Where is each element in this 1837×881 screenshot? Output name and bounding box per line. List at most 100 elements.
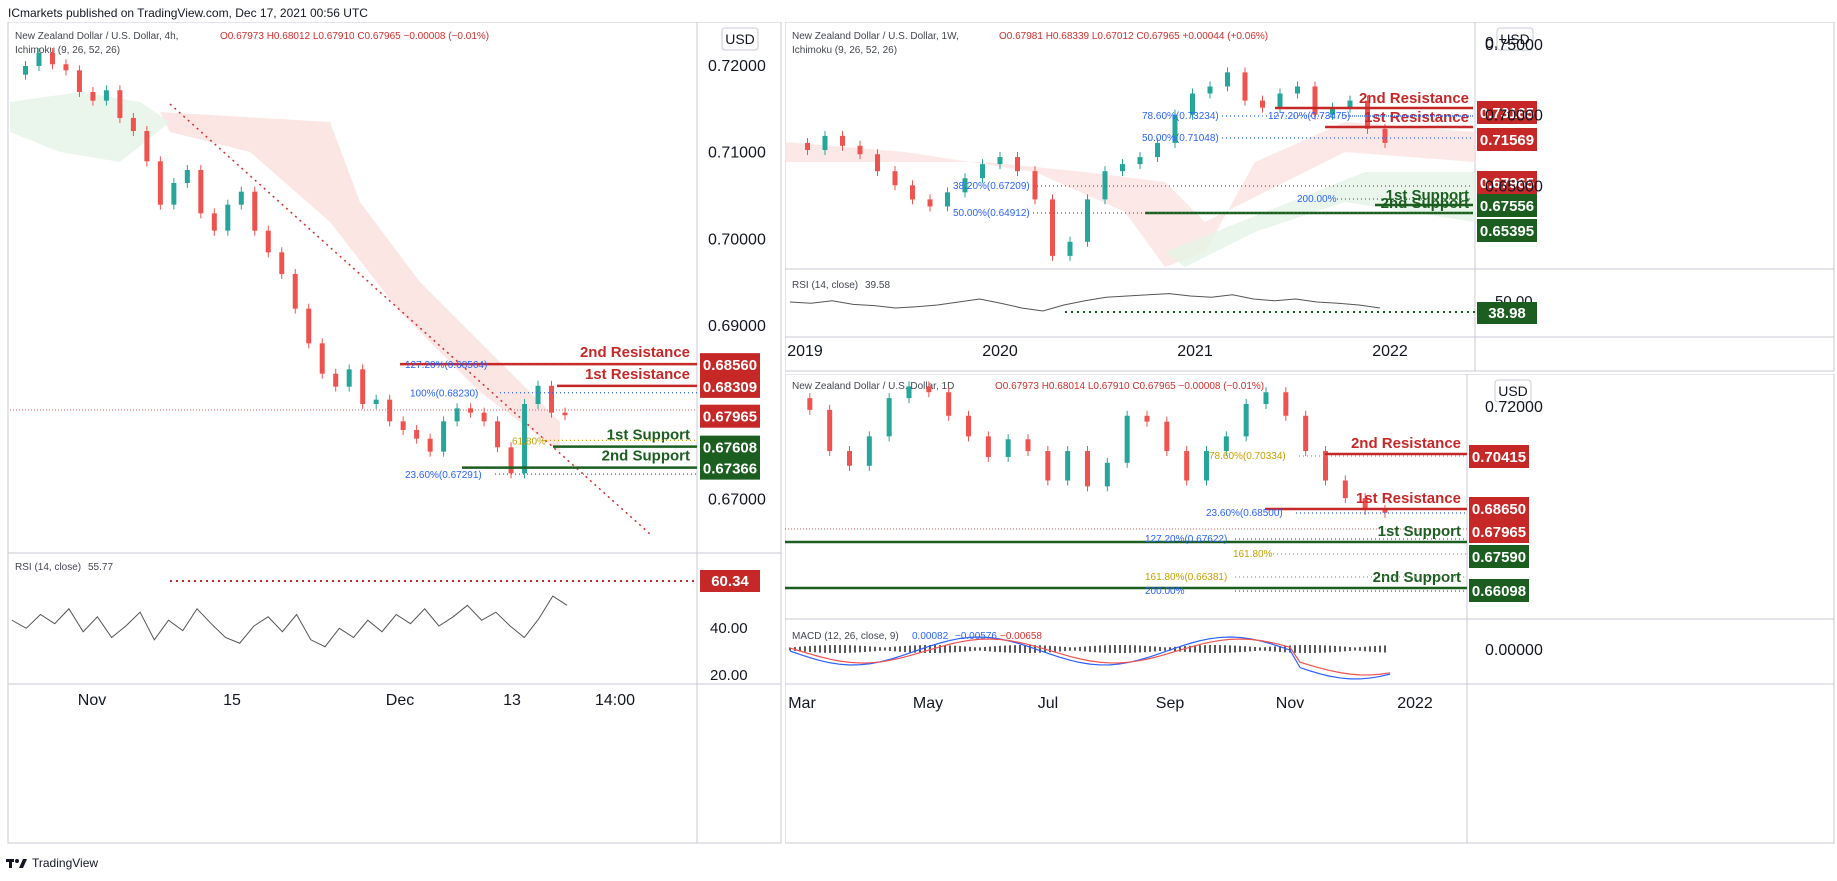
- dl-candle-5: [886, 398, 892, 437]
- wk-candle-23: [1190, 93, 1195, 115]
- h4-candle-9: [130, 118, 136, 131]
- h4-level-value-0: 0.68560: [703, 357, 757, 374]
- wk-badge-value-0: 0.73165: [1480, 105, 1534, 122]
- wk-candle-5: [875, 154, 880, 172]
- h4-level-value-3: 0.67366: [703, 461, 757, 478]
- dl-level-label-2: 1st Support: [1378, 523, 1461, 540]
- h4-candle-36: [495, 421, 501, 448]
- dl-badge-value-3: 0.67590: [1472, 549, 1526, 566]
- dl-candle-27: [1323, 451, 1328, 481]
- dl-macd-line: [789, 636, 1391, 680]
- h4-rsi-tick-40: 40.00: [710, 620, 748, 637]
- wk-candle-32: [1347, 100, 1353, 108]
- dl-candle-8: [946, 392, 952, 416]
- dl-macd-v2: −0.00576: [955, 631, 997, 642]
- dl-badge-value-4: 0.66098: [1472, 583, 1526, 600]
- wk-candle-16: [1067, 241, 1073, 256]
- h4-candle-14: [198, 170, 204, 214]
- h4-candle-16: [225, 204, 231, 231]
- h4-candle-25: [346, 369, 352, 387]
- wk-badge-value-2: 0.67965: [1480, 175, 1534, 192]
- wk-candle-13: [1015, 157, 1020, 172]
- dl-candle-22: [1223, 436, 1229, 452]
- h4-chart: New Zealand Dollar / U.S. Dollar, 4h, O0…: [7, 22, 782, 844]
- h4-ytick-3: 0.69000: [708, 318, 766, 335]
- h4-candle-6: [90, 92, 96, 101]
- wk-xtick-3: 2022: [1372, 343, 1408, 360]
- wk-ytick-partial: 0.: [1485, 35, 1498, 52]
- dl-badge-3: [1469, 545, 1529, 568]
- h4-fib-label-2: 61.80%: [512, 436, 546, 447]
- dl-candle-12: [1025, 439, 1031, 452]
- wk-candle-9: [945, 192, 950, 207]
- wk-badge-value-3: 0.67556: [1480, 198, 1534, 215]
- h4-candle-12: [171, 183, 177, 205]
- wk-candle-14: [1032, 171, 1038, 200]
- wk-candle-12: [997, 157, 1003, 165]
- dl-currency-badge[interactable]: USD: [1498, 383, 1528, 399]
- h4-candle-17: [238, 191, 244, 205]
- dl-macd-v3: −0.00658: [1000, 631, 1042, 642]
- h4-candle-1: [22, 66, 28, 75]
- h4-candle-40: [549, 385, 555, 413]
- wk-fib-label-5: 200.00%: [1297, 194, 1337, 205]
- h4-level-label-1: 1st Resistance: [585, 366, 690, 383]
- wk-ytick-1: 0.70000: [1485, 108, 1543, 125]
- h4-candle-8: [117, 90, 123, 118]
- dl-fib-label-1: 23.60%(0.68500): [1206, 508, 1283, 519]
- dl-candle-15: [1085, 451, 1090, 487]
- wk-candle-15: [1050, 199, 1055, 256]
- h4-last-price: 0.67965: [703, 409, 757, 426]
- h4-rsi-label: RSI (14, close): [15, 562, 81, 573]
- dl-level-label-1: 1st Resistance: [1356, 490, 1461, 507]
- wk-candle-17: [1085, 199, 1090, 242]
- h4-level-badge-1: [700, 374, 760, 398]
- publish-header: ICmarkets published on TradingView.com, …: [8, 6, 368, 20]
- h4-candle-7: [103, 90, 109, 101]
- h4-level-badge-0: [700, 353, 760, 377]
- weekly-chart: New Zealand Dollar / U.S. Dollar, 1W, O0…: [785, 22, 1835, 372]
- dl-badge-value-1: 0.68650: [1472, 501, 1526, 518]
- dl-candle-18: [1144, 415, 1150, 422]
- wk-level-label-2: 1st Support: [1386, 187, 1469, 204]
- daily-chart: New Zealand Dollar / U.S. Dollar, 1D O0.…: [785, 374, 1835, 844]
- h4-candle-32: [441, 421, 447, 452]
- h4-level-value-2: 0.67608: [703, 440, 757, 457]
- wk-level-label-0: 2nd Resistance: [1359, 90, 1469, 107]
- dl-candle-14: [1065, 451, 1071, 481]
- h4-candle-24: [333, 373, 339, 387]
- wk-indicator: Ichimoku (9, 26, 52, 26): [792, 45, 897, 56]
- dl-xtick-3: Sep: [1156, 695, 1185, 712]
- h4-candle-13: [184, 170, 190, 183]
- wk-rsi-level-badge: 38.98: [1488, 305, 1526, 322]
- dl-macd-v1: 0.00082: [912, 631, 949, 642]
- wk-candle-34: [1382, 128, 1388, 143]
- h4-ytick-1: 0.71000: [708, 145, 766, 162]
- wk-candle-29: [1295, 86, 1300, 94]
- dl-fib-label-2: 127.20%(0.67622): [1145, 534, 1227, 545]
- h4-rsi-tick-20: 20.00: [710, 667, 748, 684]
- dl-candle-10: [985, 436, 991, 457]
- dl-candle-29: [1362, 498, 1368, 510]
- wk-fib-label-3: 38.20%(0.67209): [953, 181, 1030, 192]
- dl-macd-label: MACD (12, 26, close, 9): [792, 631, 899, 642]
- wk-currency-badge[interactable]: USD: [1500, 31, 1530, 47]
- h4-candle-28: [387, 399, 393, 422]
- h4-currency-badge[interactable]: USD: [725, 31, 755, 47]
- h4-xtick-1: 15: [223, 692, 241, 709]
- dl-candle-20: [1184, 451, 1190, 481]
- dl-fib-label-3: 161.80%: [1233, 549, 1273, 560]
- wk-rsi-value: 39.58: [865, 280, 890, 291]
- wk-candle-6: [892, 171, 898, 186]
- dl-candle-26: [1303, 415, 1309, 452]
- wk-ytick-2: 0.65000: [1485, 178, 1543, 195]
- dl-ytick-0: 0.72000: [1485, 399, 1543, 416]
- h4-ytick-0: 0.72000: [708, 58, 766, 75]
- dl-candle-16: [1104, 462, 1110, 487]
- wk-candle-21: [1155, 142, 1160, 158]
- h4-rsi-value: 55.77: [88, 562, 113, 573]
- wk-candle-1: [805, 142, 810, 150]
- h4-candle-5: [76, 70, 82, 92]
- dl-macd-signal-line: [789, 638, 1391, 676]
- dl-candle-24: [1263, 392, 1269, 404]
